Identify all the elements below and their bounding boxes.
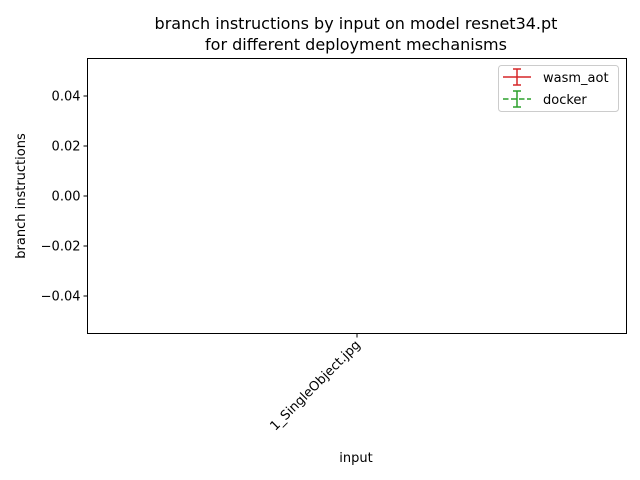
x-axis-label: input: [339, 451, 372, 466]
y-tick-label: 0.04: [52, 90, 81, 105]
legend-label-wasm_aot: wasm_aot: [543, 71, 609, 86]
plot-area-frame: [87, 58, 627, 334]
legend-swatch-docker: [503, 90, 531, 108]
y-tick-label: −0.02: [41, 240, 81, 255]
y-tick-label: 0.00: [52, 190, 81, 205]
y-tick-label: 0.02: [52, 140, 81, 155]
chart-title-line1: branch instructions by input on model re…: [155, 14, 558, 33]
legend: wasm_aot docker: [498, 65, 619, 112]
y-axis-ticks: 0.04 0.02 0.00 −0.02 −0.04: [41, 90, 88, 305]
legend-swatch-wasm_aot: [503, 68, 531, 86]
legend-label-docker: docker: [543, 93, 587, 108]
y-tick-label: −0.04: [41, 290, 81, 305]
y-axis-label: branch instructions: [14, 133, 29, 259]
chart-title-line2: for different deployment mechanisms: [205, 35, 507, 54]
